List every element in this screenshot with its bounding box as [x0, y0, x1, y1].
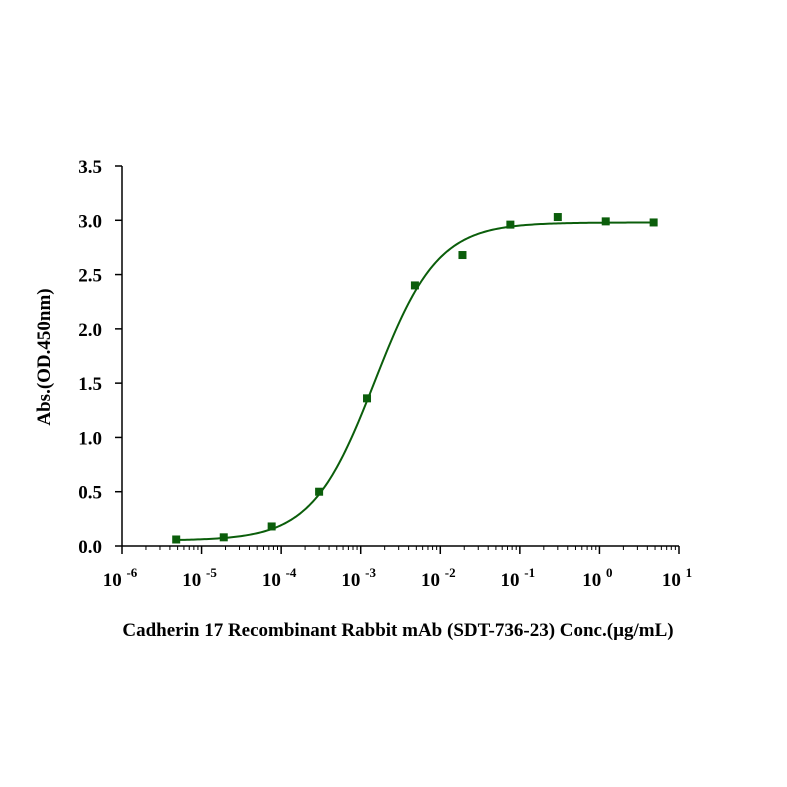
ticks: 0.0 0.5 1.0 1.5 2.0 2.5 3.0 3.5 10 -6 10 -5 10 -4 1…: [78, 157, 692, 591]
x-tick-label: 10 -1: [501, 565, 536, 591]
x-tick-label: 10 1: [662, 565, 692, 591]
y-tick-label: 3.0: [78, 211, 102, 232]
x-tick-label: 10 0: [582, 565, 612, 591]
y-tick-label: 0.0: [78, 537, 102, 558]
y-axis-title: Abs.(OD.450nm): [34, 288, 55, 425]
data-point: [219, 533, 228, 542]
data-point: [410, 281, 419, 290]
data-point: [315, 487, 324, 496]
data-point: [458, 251, 467, 260]
x-axis-title: Cadherin 17 Recombinant Rabbit mAb (SDT-…: [122, 620, 673, 641]
x-tick-label: 10 -3: [341, 565, 376, 591]
data-point: [649, 218, 658, 227]
x-tick-label: 10 -6: [103, 565, 138, 591]
y-tick-label: 2.5: [78, 266, 102, 287]
axes: [121, 166, 679, 547]
x-tick-label: 10 -4: [262, 565, 297, 591]
data-point: [172, 535, 181, 544]
data-point: [601, 217, 610, 226]
data-points: [172, 213, 658, 544]
data-point: [553, 213, 562, 222]
x-tick-label: 10 -5: [182, 565, 217, 591]
y-tick-label: 1.0: [78, 428, 102, 449]
y-tick-label: 2.0: [78, 320, 102, 341]
data-point: [267, 522, 276, 531]
y-tick-label: 0.5: [78, 483, 102, 504]
y-tick-label: 1.5: [78, 374, 102, 395]
y-tick-label: 3.5: [78, 157, 102, 178]
x-tick-label: 10 -2: [421, 565, 456, 591]
data-point: [363, 394, 372, 403]
fit-curve: [176, 221, 654, 541]
data-point: [506, 220, 515, 229]
